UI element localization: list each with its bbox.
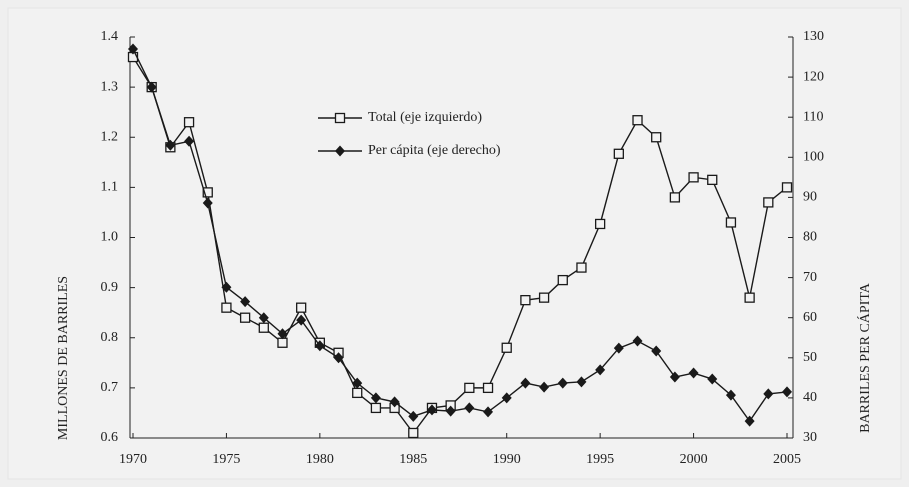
x-tick-label: 1985 <box>399 452 427 467</box>
square-marker <box>557 274 568 286</box>
legend-label: Total (eje izquierdo) <box>368 110 482 125</box>
y2-tick-label: 70 <box>803 270 817 285</box>
diamond-marker <box>651 345 662 357</box>
square-marker <box>744 292 755 303</box>
y2-tick-label: 40 <box>803 390 817 405</box>
x-tick-label: 1980 <box>306 452 334 467</box>
diamond-marker <box>165 139 176 151</box>
diamond-marker <box>146 81 157 93</box>
y-tick-label: 0.8 <box>101 330 119 345</box>
square-marker <box>669 192 681 203</box>
diamond-marker <box>240 296 251 308</box>
legend-label: Per cápita (eje derecho) <box>368 143 501 158</box>
diamond-marker <box>613 342 624 354</box>
y2-tick-label: 80 <box>803 230 817 245</box>
x-tick-label: 2005 <box>773 452 801 467</box>
square-marker <box>725 217 737 228</box>
square-marker <box>781 182 793 193</box>
diamond-marker <box>389 396 400 408</box>
square-marker <box>221 302 232 313</box>
square-marker <box>632 115 643 126</box>
diamond-marker <box>128 43 138 55</box>
square-marker <box>277 337 288 348</box>
y-axis-label: MILLONES DE BARRILES <box>56 276 71 440</box>
x-tick-label: 1975 <box>212 452 240 467</box>
y2-tick-label: 90 <box>803 190 817 205</box>
y-tick-label: 1.3 <box>101 79 119 94</box>
y-tick-label: 0.6 <box>101 430 119 445</box>
y2-tick-label: 120 <box>803 69 824 84</box>
diamond-marker <box>576 376 587 388</box>
y2-tick-label: 100 <box>803 150 824 165</box>
diamond-marker <box>314 340 325 352</box>
diamond-marker <box>445 405 456 417</box>
square-marker <box>763 197 774 208</box>
diamond-marker <box>483 406 494 418</box>
square-marker <box>408 427 419 439</box>
square-marker <box>239 312 251 323</box>
square-marker <box>370 402 382 414</box>
diamond-marker <box>335 145 345 157</box>
x-tick-label: 1970 <box>119 452 147 467</box>
square-marker <box>183 117 195 128</box>
square-marker <box>482 382 494 394</box>
square-marker <box>594 218 606 230</box>
square-marker <box>688 172 699 183</box>
x-tick-label: 1990 <box>493 452 521 467</box>
diamond-marker <box>669 371 680 383</box>
diamond-marker <box>184 135 195 147</box>
diamond-marker <box>464 402 475 414</box>
square-marker <box>613 148 624 159</box>
y-tick-label: 1.4 <box>101 29 119 44</box>
y-tick-label: 1.2 <box>101 129 119 144</box>
square-marker <box>258 322 269 333</box>
diamond-marker <box>557 377 568 389</box>
diamond-marker <box>426 404 437 416</box>
diamond-marker <box>202 197 213 209</box>
x-tick-label: 2000 <box>680 452 708 467</box>
square-marker <box>352 387 363 399</box>
diamond-marker <box>744 415 755 427</box>
diamond-marker <box>782 386 792 398</box>
y2-axis-label: BARRILES PER CÁPITA <box>856 282 873 433</box>
square-marker <box>538 292 550 303</box>
square-marker <box>501 342 512 353</box>
diamond-marker <box>707 373 718 385</box>
square-marker <box>296 302 307 313</box>
y2-tick-label: 30 <box>803 430 817 445</box>
y2-tick-label: 130 <box>803 29 824 44</box>
x-tick-label: 1995 <box>586 452 614 467</box>
diamond-marker <box>370 392 381 404</box>
square-marker <box>520 295 531 306</box>
diamond-marker <box>725 389 736 401</box>
y-tick-label: 1.0 <box>101 230 119 245</box>
square-marker <box>576 262 587 273</box>
square-marker <box>464 382 475 394</box>
y-tick-label: 0.9 <box>101 280 119 295</box>
diamond-marker <box>632 335 643 347</box>
diamond-marker <box>408 410 419 422</box>
y2-tick-label: 50 <box>803 350 817 365</box>
diamond-marker <box>277 328 288 340</box>
y-tick-label: 1.1 <box>101 180 119 195</box>
diamond-marker <box>595 364 606 376</box>
diamond-marker <box>688 367 699 379</box>
square-marker <box>202 187 213 198</box>
diamond-marker <box>501 392 512 404</box>
diamond-marker <box>520 377 531 389</box>
y-tick-label: 0.7 <box>101 380 119 395</box>
diamond-marker <box>333 352 344 364</box>
square-marker <box>651 132 662 143</box>
y2-tick-label: 110 <box>803 109 823 124</box>
square-marker <box>707 174 718 186</box>
diamond-marker <box>258 312 269 324</box>
diamond-marker <box>296 314 307 326</box>
diamond-marker <box>352 377 363 389</box>
square-marker <box>334 112 346 124</box>
y2-tick-label: 60 <box>803 310 817 325</box>
diamond-marker <box>539 381 550 393</box>
diamond-marker <box>763 388 774 400</box>
diamond-marker <box>221 281 232 293</box>
